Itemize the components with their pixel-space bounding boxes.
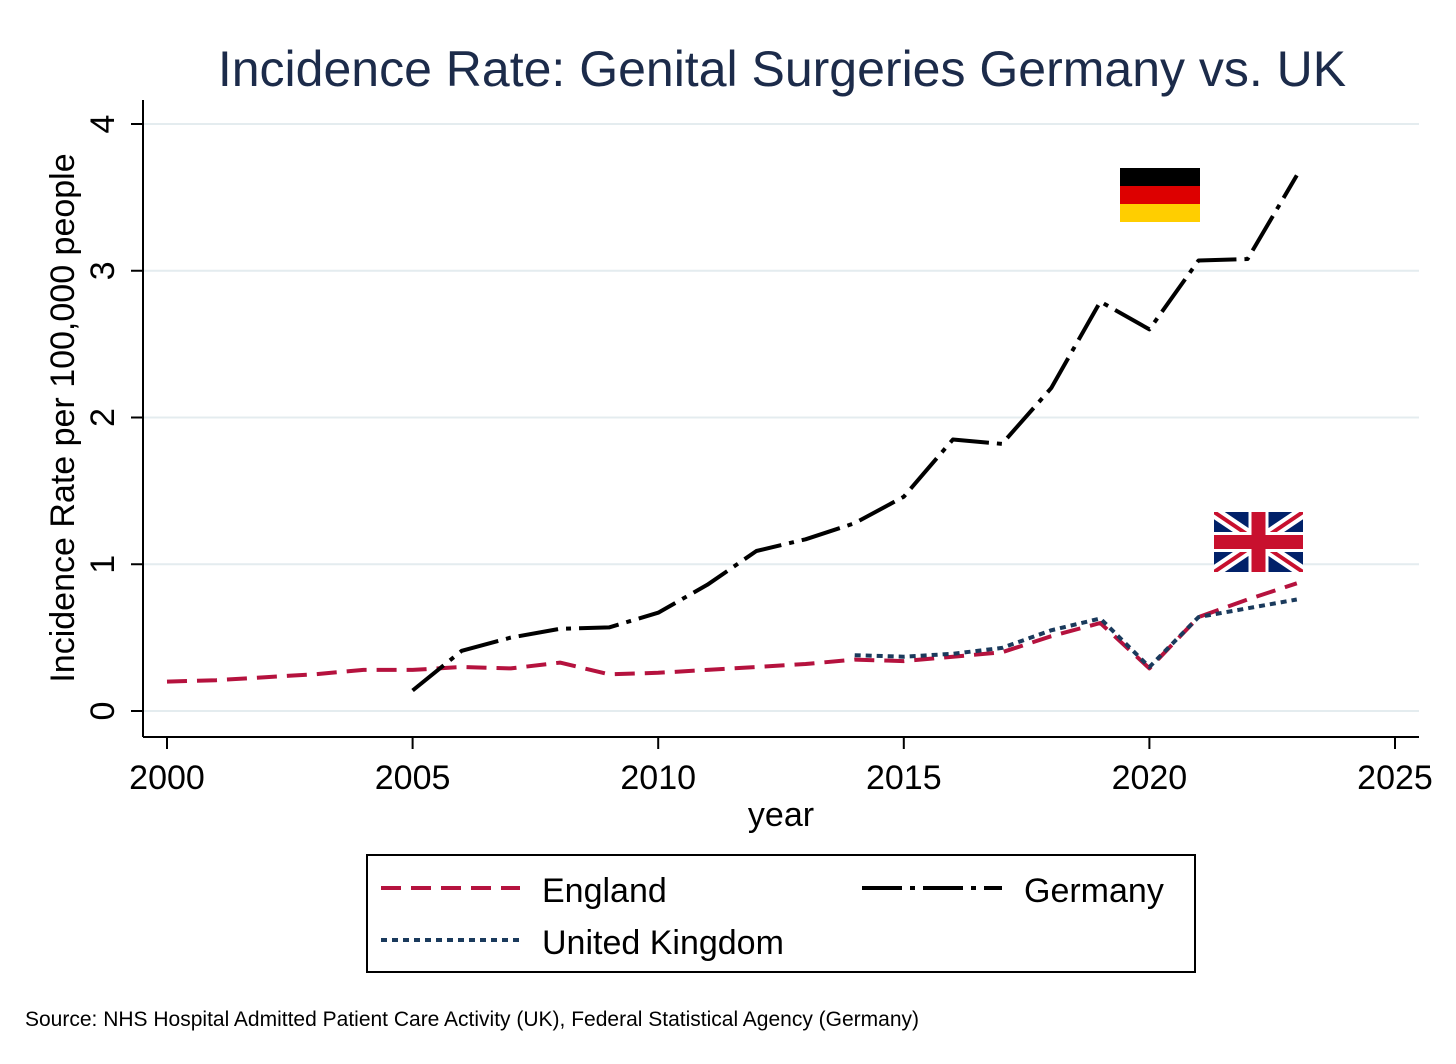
series-line-england [167, 583, 1297, 681]
series-layer [167, 175, 1297, 690]
x-tick-label-2: 2010 [620, 759, 696, 797]
y-tick-label-2: 2 [84, 408, 122, 427]
y-tick-label-4: 4 [84, 115, 122, 134]
y-axis-label: Incidence Rate per 100,000 people [44, 153, 82, 682]
grid-layer [143, 124, 1419, 711]
y-tick-label-0: 0 [84, 702, 122, 721]
legend-label-united-kingdom: United Kingdom [542, 924, 784, 962]
x-tick-label-0: 2000 [129, 759, 205, 797]
germany-flag-icon [1120, 168, 1200, 222]
chart-title: Incidence Rate: Genital Surgeries German… [218, 41, 1346, 97]
y-tick-label-3: 3 [84, 261, 122, 280]
x-tick-label-1: 2005 [375, 759, 451, 797]
axes-layer: 0 1 2 3 4 2000 2005 2010 2015 2020 2025 [84, 100, 1433, 797]
legend-label-germany: Germany [1024, 872, 1164, 910]
x-tick-label-4: 2020 [1112, 759, 1188, 797]
source-note: Source: NHS Hospital Admitted Patient Ca… [25, 1008, 919, 1031]
series-line-united-kingdom [855, 600, 1297, 668]
legend: England Germany United Kingdom [367, 855, 1195, 972]
x-tick-label-5: 2025 [1357, 759, 1433, 797]
series-line-germany [413, 175, 1297, 690]
legend-label-england: England [542, 872, 667, 910]
uk-flag-icon [1214, 512, 1303, 572]
x-axis-label: year [748, 796, 814, 834]
y-tick-label-1: 1 [84, 555, 122, 574]
x-tick-label-3: 2015 [866, 759, 942, 797]
